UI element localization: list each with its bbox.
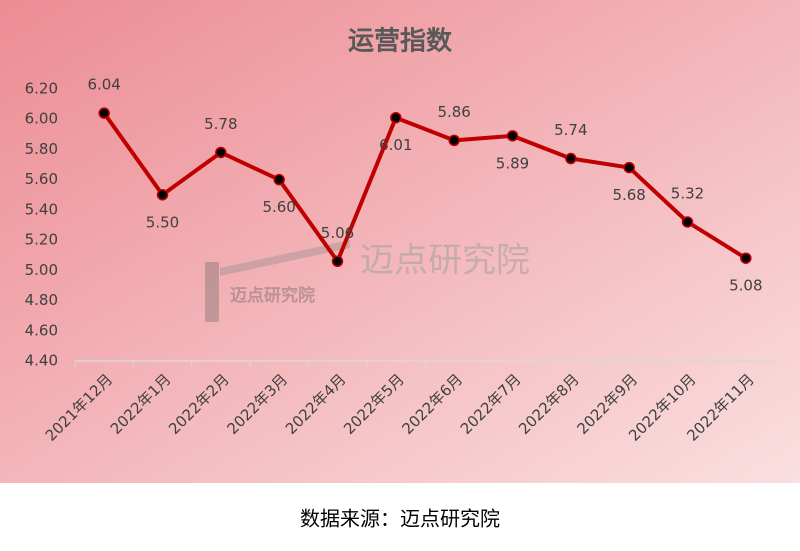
- y-tick-label: 6.20: [25, 80, 58, 98]
- marker: [506, 130, 519, 142]
- data-label: 5.78: [204, 115, 237, 133]
- watermark-small: 迈点研究院: [230, 285, 315, 306]
- marker: [273, 173, 285, 186]
- marker: [681, 216, 694, 228]
- marker: [565, 152, 577, 165]
- watermark-logo: 迈点研究院: [205, 240, 350, 322]
- y-tick-label: 5.00: [25, 261, 58, 279]
- marker: [156, 189, 169, 201]
- marker: [215, 146, 227, 159]
- y-tick-label: 4.80: [25, 291, 58, 309]
- y-tick-label: 5.20: [25, 231, 58, 249]
- data-label: 5.08: [729, 277, 762, 295]
- y-tick-label: 5.80: [25, 140, 58, 158]
- marker: [98, 107, 110, 119]
- y-tick-label: 5.40: [25, 200, 58, 218]
- data-label: 5.74: [554, 121, 587, 139]
- chart-title: 运营指数: [348, 27, 453, 57]
- data-label: 5.06: [321, 224, 354, 242]
- watermark: 迈点研究院: [360, 241, 530, 281]
- data-label: 5.86: [437, 103, 470, 121]
- y-tick-label: 4.60: [25, 321, 58, 339]
- y-tick-label: 4.40: [25, 352, 58, 370]
- y-tick-label: 6.00: [25, 110, 58, 128]
- data-label: 6.04: [87, 76, 120, 94]
- source-note: 数据来源：迈点研究院: [300, 507, 500, 531]
- marker: [390, 111, 402, 124]
- data-label: 5.89: [496, 154, 529, 172]
- y-tick-label: 5.60: [25, 170, 58, 188]
- chart-background: [0, 0, 800, 483]
- marker: [623, 161, 635, 174]
- marker: [448, 134, 460, 147]
- line: [102, 112, 747, 264]
- marker: [740, 252, 752, 264]
- data-label: 5.32: [671, 184, 704, 202]
- data-label: 5.68: [612, 186, 645, 204]
- data-label: 5.60: [262, 198, 295, 216]
- marker: [331, 255, 344, 268]
- data-label: 5.50: [146, 213, 179, 231]
- data-label: 6.01: [379, 136, 412, 154]
